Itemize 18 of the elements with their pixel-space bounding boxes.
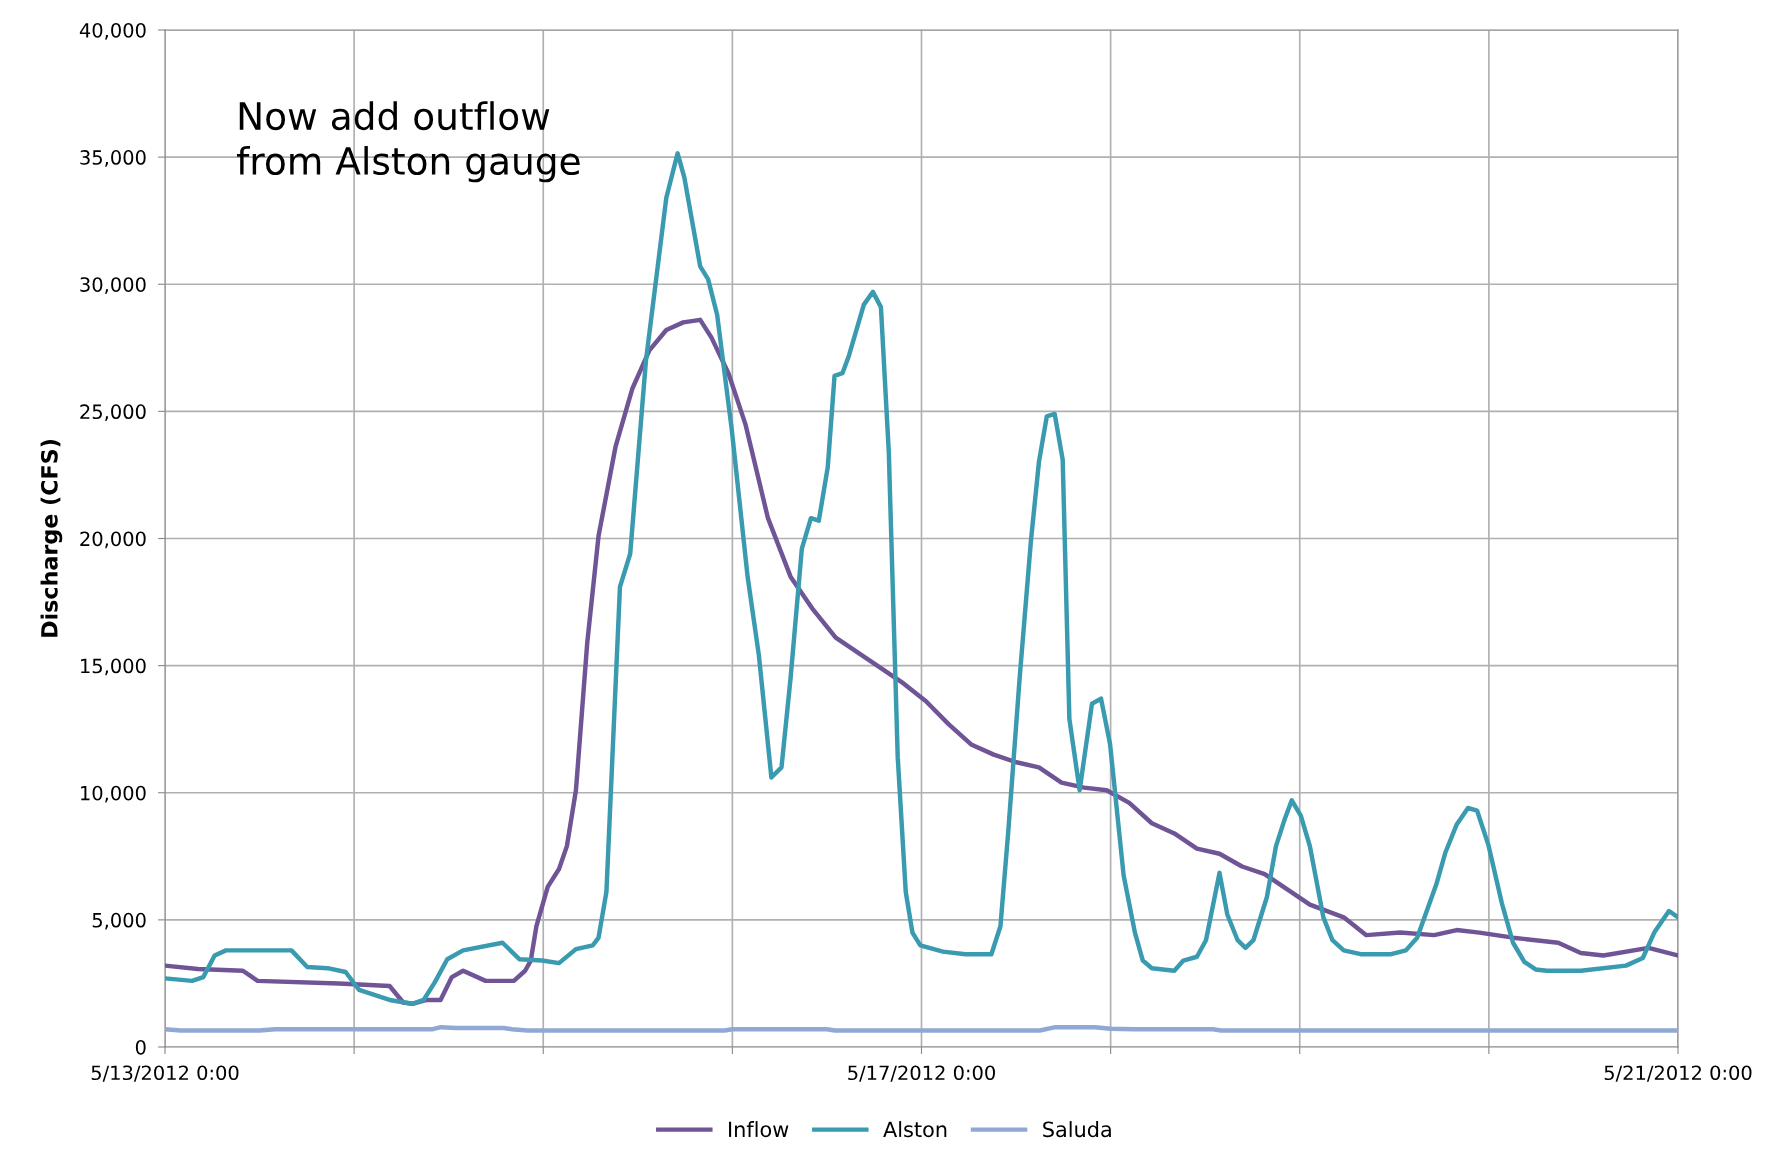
y-tick-label: 40,000 [79,22,146,40]
legend-label: Saluda [1043,1121,1111,1138]
line-series [165,317,1678,1006]
x-tick-label: 5/21/2012 0:00 [1604,1065,1752,1082]
y-tick-label: 5,000 [92,912,146,930]
y-axis-title: Discharge (CFS) [40,440,63,637]
y-tick-label: 0 [135,1039,146,1055]
x-tick-label: 5/17/2012 0:00 [848,1065,995,1082]
annotation: Now add outflow from Alston gauge [236,101,580,183]
y-tick-label: 20,000 [80,531,146,549]
y-tick-label: 10,000 [81,785,146,803]
x-tick-label: 5/13/2012 0:00 [91,1065,239,1082]
legend-label: Alston [883,1121,947,1138]
legend-label: Inflow [729,1121,789,1138]
y-tick-label: 30,000 [80,277,146,294]
y-tick-label: 15,000 [81,658,146,676]
y-tick-label: 35,000 [80,150,146,167]
y-tick-label: 25,000 [80,404,146,422]
